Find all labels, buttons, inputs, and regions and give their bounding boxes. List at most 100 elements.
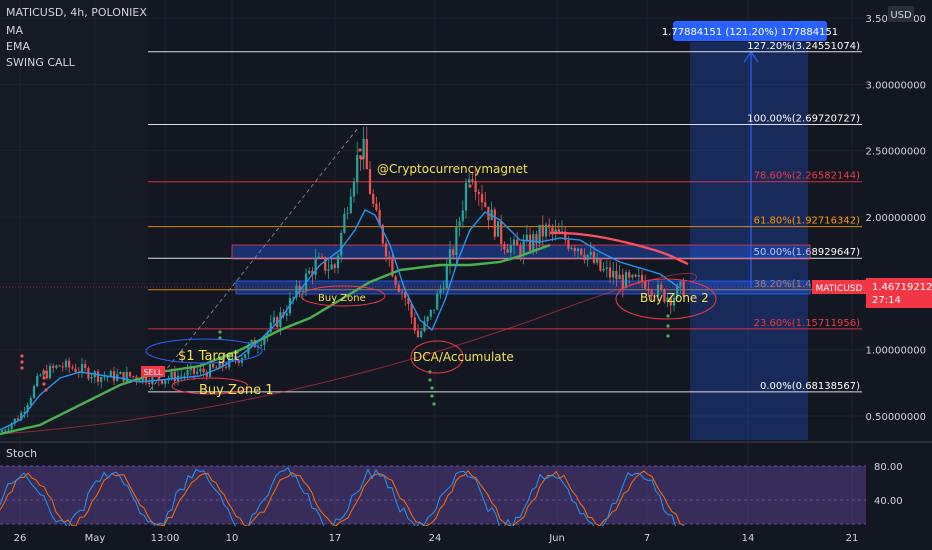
- fib-level-label: 61.80%(1.92716342): [754, 216, 860, 227]
- measure-label-box: [673, 21, 827, 41]
- long-ma-line: [0, 273, 698, 435]
- indicator-ema[interactable]: EMA: [6, 40, 30, 53]
- fib-retracement[interactable]: 127.20%(3.24551074) 100.00%(2.69720727) 78…: [148, 41, 862, 393]
- price-axis[interactable]: [866, 0, 932, 526]
- swing-dot: [44, 388, 48, 392]
- candle-body: [624, 272, 628, 289]
- candle-body: [452, 249, 455, 255]
- candle-body: [180, 375, 183, 377]
- candle-body: [500, 221, 503, 245]
- candle-body: [7, 429, 10, 431]
- buy-zone-2-text: Buy Zone 2: [640, 291, 709, 305]
- candle-body: [192, 367, 196, 374]
- candle-body: [346, 213, 349, 214]
- candle-body: [407, 297, 410, 304]
- currency-label: USD: [890, 10, 912, 21]
- currency-badge[interactable]: [888, 6, 914, 22]
- last-price-countdown: 27:14: [872, 295, 901, 306]
- candle-body: [532, 234, 535, 251]
- red-ema-line: [549, 231, 689, 266]
- candle-body: [426, 316, 429, 322]
- candle-body: [400, 291, 404, 293]
- symbol-tag-text: MATICUSD: [816, 284, 863, 294]
- swing-dot: [20, 354, 24, 358]
- candle-body: [263, 337, 266, 345]
- candle-body: [368, 169, 372, 194]
- candle-body: [237, 359, 240, 363]
- green-ema-line: [0, 243, 551, 436]
- candle-body: [20, 413, 23, 421]
- candle-body: [381, 225, 384, 244]
- candle-body: [388, 256, 391, 258]
- candle-body: [397, 284, 400, 292]
- candle-body: [538, 224, 541, 244]
- candle-body: [317, 256, 320, 259]
- candle-body: [48, 365, 52, 379]
- candle-body: [644, 281, 647, 289]
- time-label: May: [85, 533, 106, 544]
- swing-dot: [20, 360, 24, 364]
- candle-body: [144, 375, 148, 383]
- candle-body: [596, 258, 599, 263]
- stoch-label: 40.00: [874, 496, 903, 507]
- candle-body: [160, 380, 164, 384]
- candle-body: [68, 360, 71, 368]
- candle-body: [541, 224, 544, 237]
- swing-dot: [20, 366, 24, 370]
- swing-dot: [42, 370, 46, 374]
- candle-body: [608, 267, 612, 278]
- candle-body: [109, 371, 112, 377]
- swing-dot: [218, 336, 222, 340]
- candle-body: [349, 196, 352, 214]
- watermark-text: @Cryptocurrencymagnet: [377, 162, 528, 176]
- candle-body: [496, 221, 500, 237]
- price-label: 2.50000000: [866, 147, 926, 158]
- candle-body: [615, 270, 618, 280]
- candle-body: [343, 213, 346, 233]
- candle-body: [272, 317, 276, 323]
- candle-body: [311, 270, 314, 276]
- candle-body: [90, 377, 93, 379]
- candle-body: [125, 371, 128, 382]
- candle-body: [96, 371, 100, 382]
- stoch-label: 80.00: [874, 462, 903, 473]
- candle-body: [224, 366, 228, 368]
- candle-body: [106, 376, 109, 378]
- candle-body: [663, 289, 666, 302]
- candle-body: [458, 221, 461, 227]
- candle-body: [324, 256, 327, 271]
- candle-body: [170, 371, 173, 379]
- candle-body: [580, 248, 583, 255]
- dca-ellipse: [410, 340, 464, 374]
- candle-body: [39, 375, 42, 377]
- time-axis[interactable]: [0, 526, 932, 550]
- candle-body: [212, 363, 215, 368]
- candle-body: [26, 405, 29, 412]
- candle-body: [298, 285, 301, 293]
- candle-body: [503, 244, 506, 250]
- swing-dot: [666, 324, 670, 328]
- candle-body: [362, 138, 365, 159]
- candle-body: [330, 264, 333, 270]
- candle-body: [493, 209, 496, 237]
- candle-body: [202, 368, 205, 373]
- indicator-swing-call[interactable]: SWING CALL: [6, 56, 76, 69]
- candle-body: [250, 340, 253, 346]
- stoch-band: [0, 466, 866, 524]
- candle-body: [208, 363, 212, 377]
- indicator-ma[interactable]: MA: [6, 24, 23, 37]
- time-label: 26: [14, 533, 27, 544]
- candle-body: [64, 360, 68, 368]
- swing-dot: [666, 334, 670, 338]
- candle-body: [327, 269, 330, 271]
- candle-body: [679, 281, 682, 286]
- candle-body: [164, 380, 167, 384]
- candle-body: [378, 210, 381, 226]
- candle-body: [442, 288, 445, 290]
- last-price-tag: [866, 278, 932, 308]
- candle-body: [384, 243, 388, 257]
- candle-body: [416, 330, 420, 338]
- last-price-value: 1.46719212: [872, 282, 932, 293]
